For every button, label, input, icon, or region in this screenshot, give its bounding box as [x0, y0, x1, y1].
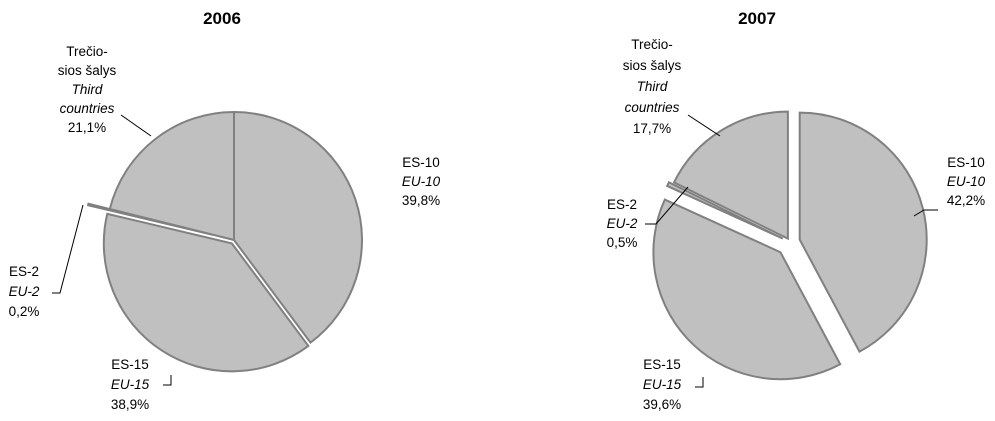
slice-label-2007-es2-en: EU-2	[607, 216, 638, 231]
slice-label-2007-es15-lt: ES-15	[643, 357, 681, 372]
slice-label-2007-third-en-2: countries	[625, 100, 680, 115]
pie-chart-2006: 2006 ES-10 EU-10 39,8% ES-15 EU-15 38,9%…	[9, 9, 441, 412]
slice-label-2007-third-value: 17,7%	[633, 121, 671, 136]
pie-slice-2007-es15	[652, 198, 842, 381]
chart-title-2006: 2006	[203, 9, 241, 28]
slice-label-2007-es15-value: 39,6%	[643, 397, 681, 412]
slice-label-2006-es15-en: EU-15	[111, 377, 150, 392]
slice-label-2006-third-lt-2: sios šalys	[58, 63, 117, 78]
pie-slice-2006-es15	[102, 212, 310, 373]
chart-title-2007: 2007	[738, 9, 776, 28]
slice-label-2007-third: Trečio- sios šalys Third countries 17,7%	[623, 37, 721, 137]
pie-slice-2006-es10	[233, 110, 363, 345]
slice-label-2007-es10-value: 42,2%	[947, 193, 985, 208]
slice-label-2006-es15-lt: ES-15	[111, 357, 149, 372]
slice-label-2006-es2-value: 0,2%	[9, 304, 40, 319]
pie-slice-2007-es10	[798, 111, 928, 353]
pie-chart-2007: 2007 ES-10 EU-10 42,2% ES-15 EU-15 39,6%…	[607, 9, 986, 412]
leader-line-2006-third	[120, 114, 152, 137]
slice-label-2006-es2: ES-2 EU-2 0,2%	[9, 204, 84, 319]
slice-label-2007-third-lt-2: sios šalys	[623, 58, 682, 73]
slice-label-2006-es10-en: EU-10	[402, 174, 441, 189]
pie-slice-2007-third	[672, 110, 789, 241]
slice-label-2006-third-en-1: Third	[72, 82, 103, 97]
slice-label-2007-es2-lt: ES-2	[607, 197, 637, 212]
pie-slice-2007-es2	[665, 181, 784, 240]
leader-line-2007-es2	[645, 186, 689, 225]
slice-label-2007-third-en-1: Third	[637, 79, 668, 94]
pie-slices-2007	[652, 110, 928, 381]
slice-label-2006-third-lt-1: Trečio-	[66, 44, 108, 59]
pie-slice-2006-third	[108, 110, 235, 242]
leader-line-2007-es10	[913, 209, 938, 217]
slice-label-2006-es2-lt: ES-2	[9, 264, 39, 279]
slice-label-2006-es10: ES-10 EU-10 39,8%	[402, 155, 441, 208]
slice-label-2007-es15: ES-15 EU-15 39,6%	[643, 357, 704, 412]
slice-label-2007-es10-en: EU-10	[947, 174, 986, 189]
leader-line-2007-third	[687, 114, 721, 137]
slice-label-2006-third-value: 21,1%	[68, 120, 106, 135]
slice-label-2007-es2: ES-2 EU-2 0,5%	[607, 186, 689, 250]
slice-label-2006-es2-en: EU-2	[9, 284, 40, 299]
slice-label-2006-es15: ES-15 EU-15 38,9%	[111, 357, 172, 412]
pie-slices-2006	[86, 110, 363, 373]
slice-label-2006-third: Trečio- sios šalys Third countries 21,1%	[58, 44, 152, 137]
leader-line-2006-es15	[163, 375, 172, 386]
slice-label-2007-es10: ES-10 EU-10 42,2%	[913, 155, 986, 217]
slice-label-2007-es2-value: 0,5%	[607, 235, 638, 250]
leader-line-2006-es2	[52, 204, 84, 294]
slice-label-2006-third-en-2: countries	[60, 101, 115, 116]
slice-label-2006-es15-value: 38,9%	[111, 397, 149, 412]
slice-label-2007-third-lt-1: Trečio-	[631, 37, 673, 52]
slice-label-2007-es15-en: EU-15	[643, 377, 682, 392]
slice-label-2006-es10-value: 39,8%	[402, 193, 440, 208]
leader-line-2007-es15	[695, 377, 704, 388]
slice-label-2007-es10-lt: ES-10	[947, 155, 985, 170]
slice-label-2006-es10-lt: ES-10	[402, 155, 440, 170]
